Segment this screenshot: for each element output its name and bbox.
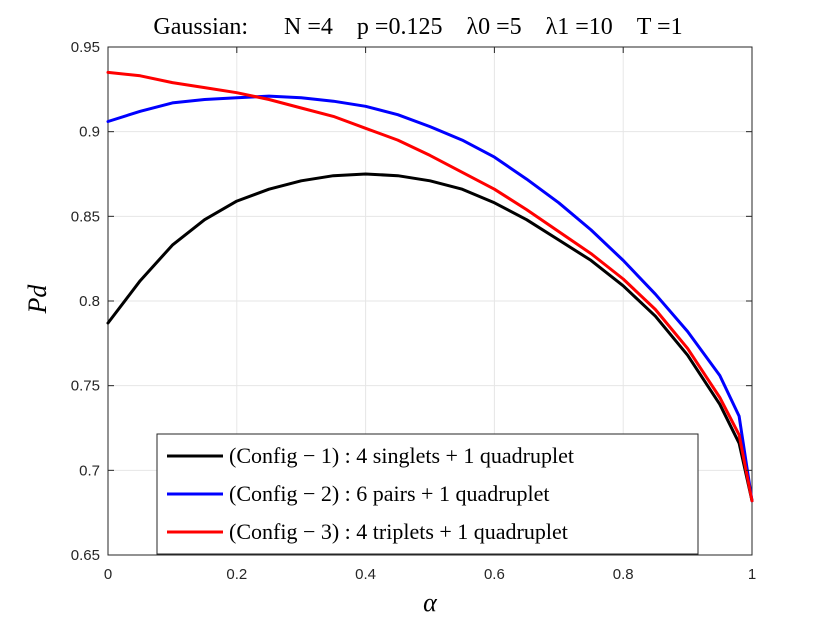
y-axis: 0.65 0.7 0.75 0.8 0.85 0.9 0.95 <box>71 39 752 564</box>
legend-label-config-1: (Config − 1) : 4 singlets + 1 quadruplet <box>229 443 574 468</box>
x-tick-label: 1 <box>748 566 756 583</box>
y-tick-label: 0.7 <box>79 462 100 479</box>
y-tick-label: 0.85 <box>71 208 100 225</box>
y-tick-label: 0.9 <box>79 124 100 141</box>
series-layer <box>106 70 754 503</box>
y-tick-label: 0.95 <box>71 39 100 56</box>
series-line-config-2 <box>106 94 754 503</box>
chart-title: Gaussian: N =4 p =0.125 λ0 =5 λ1 =10 T =… <box>153 14 682 40</box>
series-line-config-1 <box>106 172 754 503</box>
x-tick-label: 0 <box>104 566 112 583</box>
legend-label-config-3: (Config − 3) : 4 triplets + 1 quadruplet <box>229 519 568 544</box>
legend-label-config-2: (Config − 2) : 6 pairs + 1 quadruplet <box>229 481 550 506</box>
y-tick-label: 0.65 <box>71 547 100 564</box>
series-line-config-3 <box>106 70 754 503</box>
legend-box <box>156 433 699 555</box>
x-tick-label: 0.2 <box>226 566 247 583</box>
x-axis-label: α <box>423 588 438 617</box>
x-tick-label: 0.6 <box>484 566 505 583</box>
y-tick-label: 0.75 <box>71 378 100 395</box>
x-tick-label: 0.8 <box>613 566 634 583</box>
legend: (Config − 1) : 4 singlets + 1 quadruplet… <box>156 433 699 555</box>
y-axis-label: Pd <box>23 284 52 315</box>
y-tick-label: 0.8 <box>79 293 100 310</box>
x-tick-label: 0.4 <box>355 566 376 583</box>
